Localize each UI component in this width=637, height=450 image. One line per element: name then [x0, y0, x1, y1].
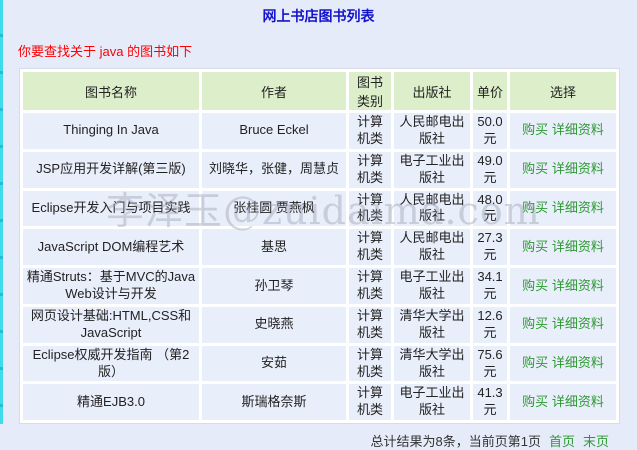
row-actions: 购买 详细资料 — [510, 345, 616, 382]
book-price: 34.1 元 — [473, 268, 507, 304]
book-price: 12.6 元 — [473, 306, 507, 343]
header-book-name: 图书名称 — [23, 72, 199, 110]
buy-link[interactable]: 购买 — [522, 238, 549, 254]
header-author: 作者 — [202, 72, 346, 110]
row-actions: 购买 详细资料 — [510, 229, 616, 266]
book-category: 计算机类 — [349, 384, 391, 421]
book-publisher: 清华大学出版社 — [394, 345, 470, 382]
book-price: 27.3 元 — [473, 229, 507, 266]
book-author: 斯瑞格奈斯 — [202, 384, 346, 421]
table-row: Eclipse权威开发指南 （第2版） 安茹 计算机类 清华大学出版社 75.6… — [23, 345, 616, 382]
header-category: 图书类别 — [349, 72, 391, 110]
book-title: 精通EJB3.0 — [23, 384, 199, 421]
buy-link[interactable]: 购买 — [522, 161, 549, 177]
page-title: 网上书店图书列表 — [262, 8, 375, 24]
book-category: 计算机类 — [349, 113, 391, 149]
book-title: Thinging In Java — [23, 113, 199, 149]
pagination-bar: 总计结果为8条，当前页第1页 首页 末页 — [19, 424, 625, 450]
table-row: JavaScript DOM编程艺术 基思 计算机类 人民邮电出版社 27.3 … — [23, 229, 616, 266]
book-category: 计算机类 — [349, 190, 391, 227]
table-row: 网页设计基础:HTML,CSS和JavaScript 史晓燕 计算机类 清华大学… — [23, 306, 616, 343]
buy-link[interactable]: 购买 — [522, 316, 549, 332]
search-result-message: 你要查找关于 java 的图书如下 — [18, 44, 193, 59]
table-row: JSP应用开发详解(第三版) 刘晓华，张健，周慧贞 计算机类 电子工业出版社 4… — [23, 151, 616, 188]
book-price: 41.3 元 — [473, 384, 507, 421]
book-author: 安茹 — [202, 345, 346, 382]
row-actions: 购买 详细资料 — [510, 384, 616, 421]
buy-link[interactable]: 购买 — [522, 393, 549, 409]
buy-link[interactable]: 购买 — [522, 200, 549, 215]
table-row: 精通Struts：基于MVC的Java Web设计与开发 孙卫琴 计算机类 电子… — [23, 268, 616, 304]
result-summary: 总计结果为8条，当前页第1页 — [370, 434, 541, 450]
row-actions: 购买 详细资料 — [510, 190, 616, 227]
detail-link[interactable]: 详细资料 — [551, 277, 604, 293]
buy-link[interactable]: 购买 — [522, 122, 549, 138]
window-edge-strip — [0, 0, 3, 424]
book-publisher: 人民邮电出版社 — [394, 113, 470, 149]
row-actions: 购买 详细资料 — [510, 151, 616, 188]
book-title: JavaScript DOM编程艺术 — [23, 229, 199, 266]
book-title: Eclipse权威开发指南 （第2版） — [23, 345, 199, 382]
book-title: 精通Struts：基于MVC的Java Web设计与开发 — [23, 268, 199, 304]
book-category: 计算机类 — [349, 268, 391, 304]
book-publisher: 清华大学出版社 — [394, 306, 470, 343]
book-author: Bruce Eckel — [202, 113, 346, 149]
book-author: 刘晓华，张健，周慧贞 — [202, 151, 346, 188]
book-category: 计算机类 — [349, 345, 391, 382]
book-title: 网页设计基础:HTML,CSS和JavaScript — [23, 306, 199, 343]
book-title: Eclipse开发入门与项目实践 — [23, 190, 199, 227]
book-author: 基思 — [202, 229, 346, 266]
book-category: 计算机类 — [349, 229, 391, 266]
row-actions: 购买 详细资料 — [510, 306, 616, 343]
table-header-row: 图书名称 作者 图书类别 出版社 单价 选择 — [23, 72, 616, 110]
row-actions: 购买 详细资料 — [510, 113, 616, 149]
table-row: Eclipse开发入门与项目实践 张桂圆 贾燕枫 计算机类 人民邮电出版社 48… — [23, 190, 616, 227]
book-author: 史晓燕 — [202, 306, 346, 343]
last-page-link[interactable]: 末页 — [582, 434, 609, 450]
book-publisher: 电子工业出版社 — [394, 151, 470, 188]
book-publisher: 电子工业出版社 — [394, 268, 470, 304]
detail-link[interactable]: 详细资料 — [551, 316, 604, 332]
book-publisher: 电子工业出版社 — [394, 384, 470, 421]
detail-link[interactable]: 详细资料 — [551, 200, 604, 215]
header-select: 选择 — [510, 72, 616, 110]
detail-link[interactable]: 详细资料 — [551, 393, 604, 409]
buy-link[interactable]: 购买 — [522, 277, 549, 293]
book-author: 孙卫琴 — [202, 268, 346, 304]
detail-link[interactable]: 详细资料 — [551, 355, 604, 371]
detail-link[interactable]: 详细资料 — [551, 122, 604, 138]
first-page-link[interactable]: 首页 — [548, 434, 575, 450]
book-publisher: 人民邮电出版社 — [394, 190, 470, 227]
row-actions: 购买 详细资料 — [510, 268, 616, 304]
book-title: JSP应用开发详解(第三版) — [23, 151, 199, 188]
detail-link[interactable]: 详细资料 — [551, 161, 604, 177]
header-price: 单价 — [473, 72, 507, 110]
book-category: 计算机类 — [349, 151, 391, 188]
table-row: Thinging In Java Bruce Eckel 计算机类 人民邮电出版… — [23, 113, 616, 149]
book-price: 50.0 元 — [473, 113, 507, 149]
book-category: 计算机类 — [349, 306, 391, 343]
book-price: 75.6 元 — [473, 345, 507, 382]
book-list-table: 图书名称 作者 图书类别 出版社 单价 选择 Thinging In Java … — [19, 68, 620, 425]
book-price: 49.0 元 — [473, 151, 507, 188]
buy-link[interactable]: 购买 — [522, 355, 549, 371]
book-publisher: 人民邮电出版社 — [394, 229, 470, 266]
detail-link[interactable]: 详细资料 — [551, 238, 604, 254]
table-row: 精通EJB3.0 斯瑞格奈斯 计算机类 电子工业出版社 41.3 元 购买 详细… — [23, 384, 616, 421]
header-publisher: 出版社 — [394, 72, 470, 110]
book-author: 张桂圆 贾燕枫 — [202, 190, 346, 227]
book-price: 48.0 元 — [473, 190, 507, 227]
